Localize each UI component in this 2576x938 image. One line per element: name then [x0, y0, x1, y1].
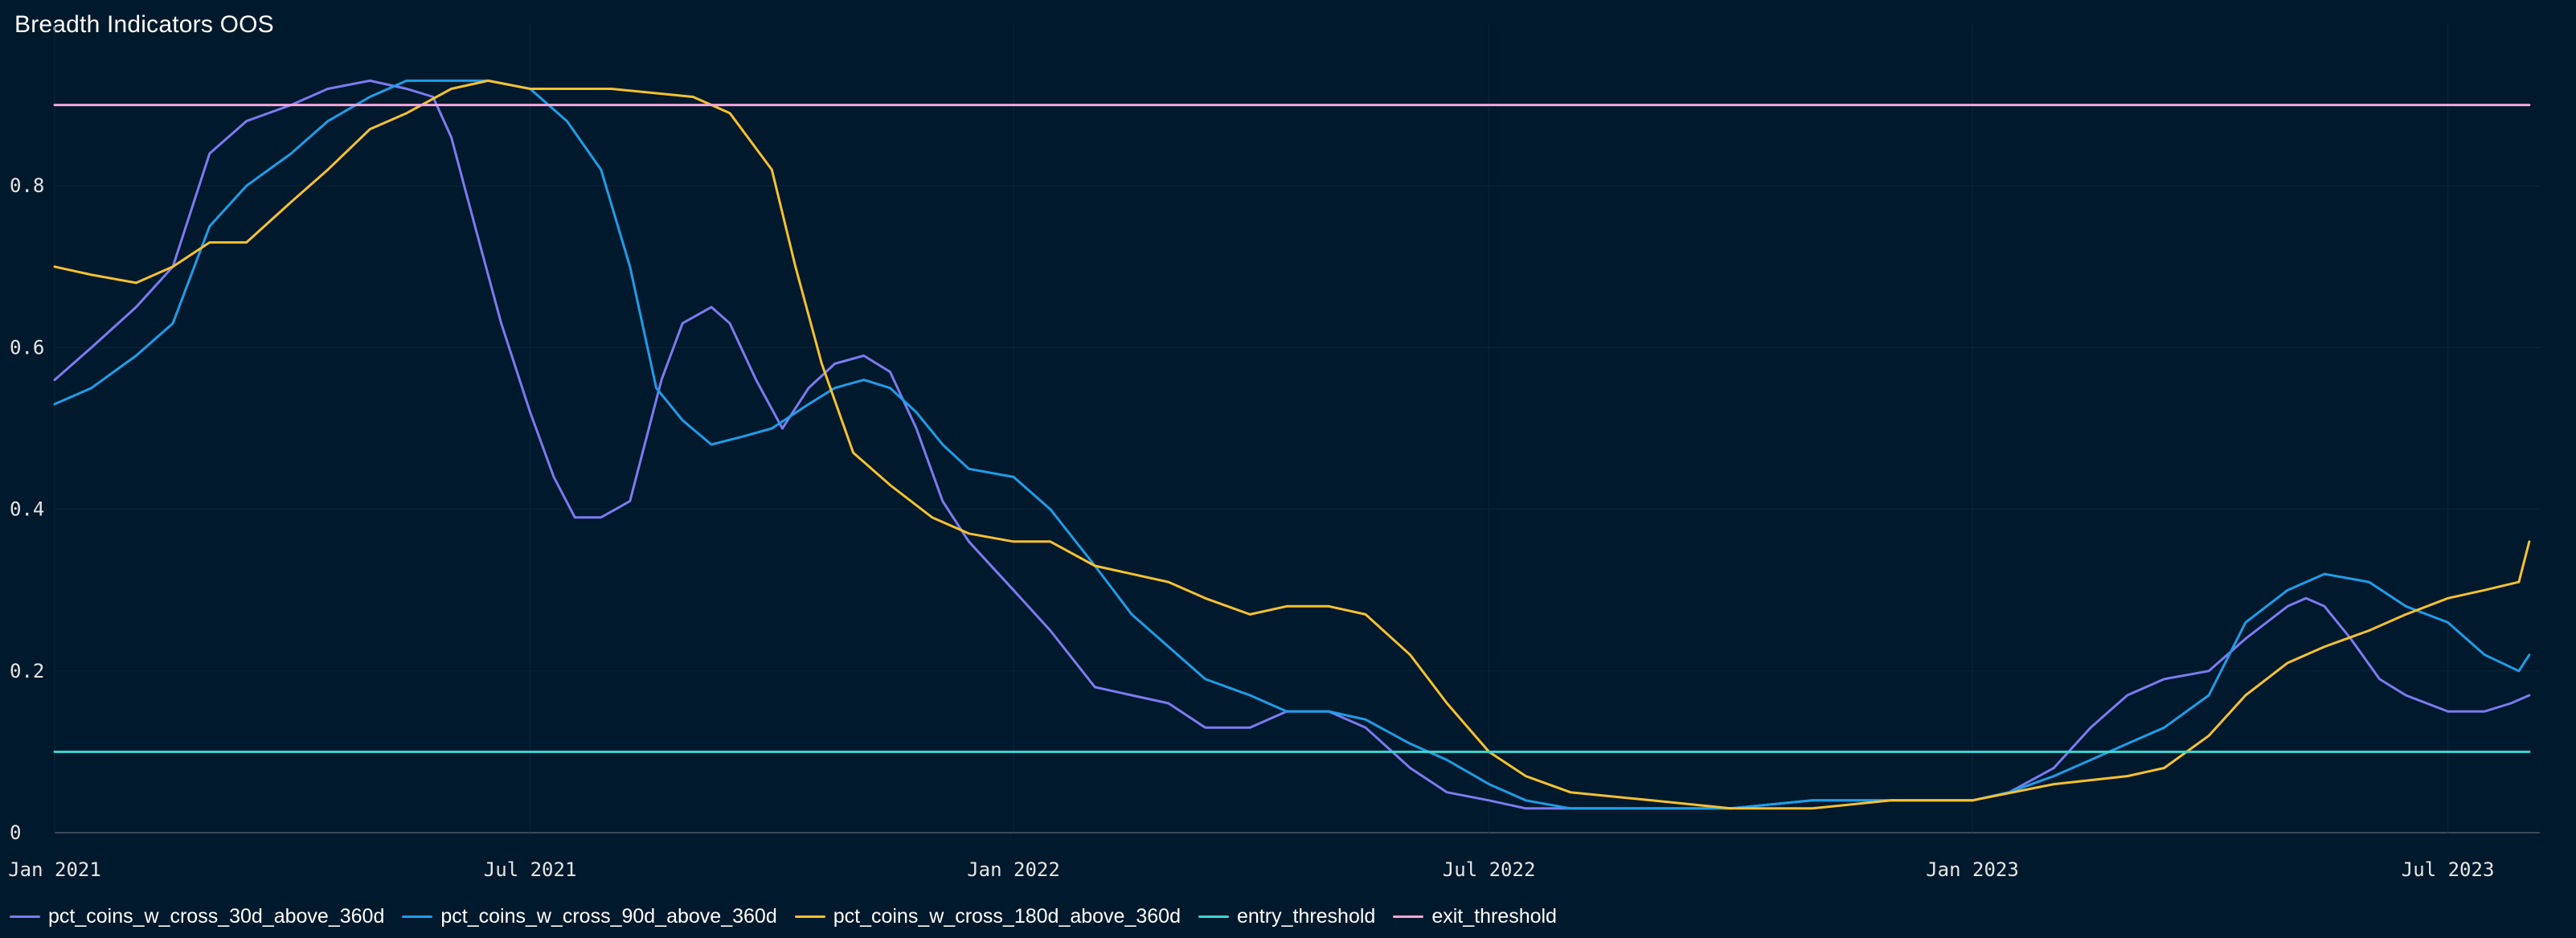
series-line-pct-coins-w-cross-90d-above-360d: [53, 79, 2531, 810]
legend-label: exit_threshold: [1431, 905, 1557, 928]
legend-swatch: [1393, 915, 1424, 918]
series-layer: [53, 79, 2531, 810]
series-line-pct-coins-w-cross-30d-above-360d: [53, 79, 2531, 810]
y-tick-label: 0: [10, 821, 21, 844]
legend-swatch: [402, 915, 433, 918]
axis-layer: 0 0.2 0.4 0.6 0.8 Jan 2021 Jul 2021 Jan 2022 Jul…: [8, 174, 2494, 881]
legend: pct_coins_w_cross_30d_above_360d pct_coin…: [10, 905, 1575, 928]
legend-item[interactable]: exit_threshold: [1393, 905, 1557, 928]
y-tick-label: 0.6: [10, 336, 44, 358]
legend-label: entry_threshold: [1236, 905, 1376, 928]
series-line-pct-coins-w-cross-180d-above-360d: [53, 79, 2531, 810]
chart-title: Breadth Indicators OOS: [14, 11, 274, 38]
grid-layer: [54, 24, 2540, 834]
legend-item[interactable]: pct_coins_w_cross_30d_above_360d: [10, 905, 384, 928]
legend-item[interactable]: entry_threshold: [1198, 905, 1375, 928]
x-tick-label: Jul 2023: [2402, 858, 2495, 881]
line-chart: 0 0.2 0.4 0.6 0.8 Jan 2021 Jul 2021 Jan 2022 Jul…: [8, 24, 2540, 881]
x-tick-label: Jan 2021: [8, 858, 101, 881]
legend-swatch: [1198, 915, 1229, 918]
legend-label: pct_coins_w_cross_90d_above_360d: [440, 905, 777, 928]
y-tick-label: 0.8: [10, 174, 44, 197]
legend-item[interactable]: pct_coins_w_cross_90d_above_360d: [402, 905, 777, 928]
x-tick-label: Jul 2021: [484, 858, 577, 881]
legend-swatch: [794, 915, 825, 918]
legend-label: pct_coins_w_cross_30d_above_360d: [48, 905, 385, 928]
legend-label: pct_coins_w_cross_180d_above_360d: [833, 905, 1181, 928]
x-tick-label: Jan 2023: [1926, 858, 2019, 881]
x-tick-label: Jul 2022: [1443, 858, 1536, 881]
legend-swatch: [10, 915, 40, 918]
x-tick-label: Jan 2022: [967, 858, 1060, 881]
legend-item[interactable]: pct_coins_w_cross_180d_above_360d: [794, 905, 1181, 928]
y-tick-label: 0.2: [10, 660, 44, 682]
y-tick-label: 0.4: [10, 498, 44, 521]
